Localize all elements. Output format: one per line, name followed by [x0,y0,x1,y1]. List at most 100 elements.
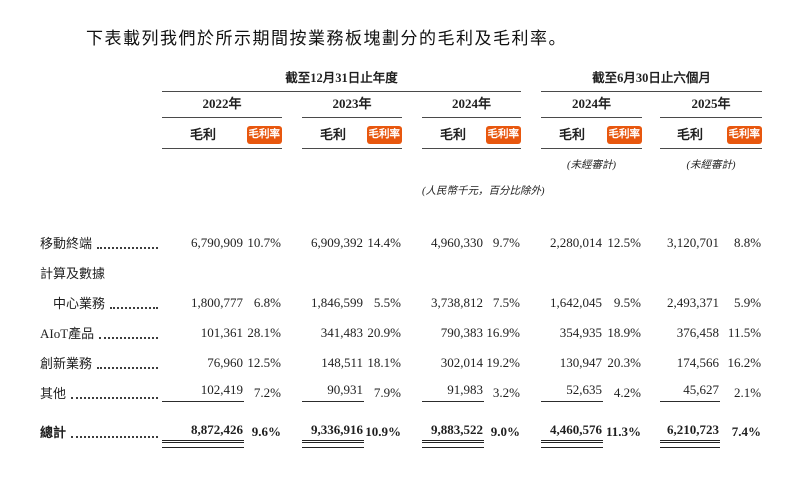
profit-value: 1,642,045 [550,295,603,310]
margin-value: 18.9% [607,325,642,340]
column-gap [521,376,541,406]
column-gap [521,286,541,316]
margin-value: 11.5% [727,325,762,340]
column-gap [521,65,541,91]
table-row: 移動終端 6,790,909 10.7% 6,909,392 14.4% 4,960,33… [40,226,762,256]
margin-value: 16.2% [727,355,762,370]
empty-cell [40,174,422,200]
year-header-2024: 2024年 [422,91,522,118]
profit-value: 2,493,371 [667,295,720,310]
margin-value: 7.9% [373,385,401,400]
unaudited-note: (未經審計) [686,160,736,171]
column-gap [402,406,422,450]
column-gap [402,346,422,376]
margin-value: 3.2% [492,385,521,400]
leader-dots [110,307,158,309]
row-label: 其他 [40,386,67,401]
column-gap [642,226,660,256]
row-label-cell: 創新業務 [40,346,162,376]
year-header-2022: 2022年 [162,91,282,118]
column-gap [521,316,541,346]
unaudited-note-row: (未經審計) (未經審計) [40,148,762,174]
profit-header: 毛利 [302,117,364,149]
year-header-2024-interim: 2024年 [541,91,643,118]
page-title: 下表載列我們於所示期間按業務板塊劃分的毛利及毛利率。 [86,29,567,48]
row-label: 移動終端 [40,236,93,251]
profit-value: 3,738,812 [431,295,483,310]
units-note: (人民幣千元，百分比除外) [422,186,545,197]
column-gap [282,376,302,406]
margin-badge: 毛利率 [485,126,522,144]
margin-header-cell: 毛利率 [364,117,402,149]
column-gap [282,406,302,450]
margin-value: 7.2% [253,385,281,400]
profit-value: 76,960 [207,355,243,370]
profit-value: 4,460,576 [541,406,604,450]
unaudited-note: (未經審計) [567,160,617,171]
margin-badge: 毛利率 [606,126,643,144]
margin-badge: 毛利率 [366,126,402,144]
profit-value: 6,909,392 [311,235,363,250]
margin-value: 7.5% [492,295,521,310]
profit-value: 354,935 [559,325,603,340]
profit-header: 毛利 [541,117,604,149]
profit-header: 毛利 [162,117,244,149]
profit-value: 376,458 [676,325,720,340]
profit-value: 45,627 [660,376,721,406]
total-row: 總計 8,872,426 9.6% 9,336,916 10.9% 9,883,522 9.… [40,406,762,450]
empty-cell [162,256,762,286]
table-row: 其他 102,419 7.2% 90,931 7.9% 91,983 3.2% 52,635 4… [40,376,762,406]
margin-value: 10.7% [247,235,281,250]
margin-value: 8.8% [733,235,762,250]
profit-header: 毛利 [660,117,721,149]
leader-dots [99,337,158,339]
margin-value: 9.5% [613,295,642,310]
spacer-row [40,200,762,226]
profit-value: 341,483 [320,325,363,340]
row-label-cell: 其他 [40,376,162,406]
empty-cell [40,91,162,117]
column-gap [402,91,422,117]
empty-cell [521,174,762,200]
margin-value: 9.0% [490,424,521,439]
profit-value: 101,361 [200,325,243,340]
margin-value: 6.8% [253,295,281,310]
column-gap [521,91,541,117]
empty-cell [40,65,162,91]
column-gap [282,316,302,346]
units-note-row: (人民幣千元，百分比除外) [40,174,762,200]
leader-dots [71,397,158,399]
empty-cell [40,117,162,148]
margin-header-cell: 毛利率 [484,117,522,149]
leader-dots [97,247,158,249]
row-label: 總計 [40,425,67,440]
profit-value: 1,846,599 [311,295,363,310]
profit-value: 174,566 [676,355,720,370]
margin-value: 20.3% [607,355,642,370]
measure-header-row: 毛利 毛利率 毛利 毛利率 毛利 毛利率 毛利 毛利率 毛利 毛利率 [40,117,763,149]
margin-badge: 毛利率 [726,126,763,144]
margin-value: 19.2% [486,355,521,370]
row-label-cell: AIoT產品 [40,316,162,346]
column-gap [402,376,422,406]
margin-badge: 毛利率 [246,126,282,144]
margin-value: 12.5% [247,355,281,370]
profit-value: 6,790,909 [191,235,243,250]
column-gap [521,117,541,148]
column-gap [642,117,660,148]
column-gap [402,117,422,148]
group-header-interim: 截至6月30日止六個月 [541,65,763,92]
year-header-row: 2022年 2023年 2024年 2024年 2025年 [40,91,763,118]
column-gap [642,91,660,117]
row-label-cell: 中心業務 [40,286,162,316]
row-label: 創新業務 [40,356,93,371]
row-label-cell: 計算及數據 [40,256,162,286]
column-gap [642,376,660,406]
year-header-2023: 2023年 [302,91,402,118]
column-gap [521,346,541,376]
margin-value: 9.7% [492,235,521,250]
row-label-cell: 總計 [40,406,162,450]
leader-dots [97,367,158,369]
profit-value: 90,931 [302,376,364,406]
empty-cell [40,148,541,174]
